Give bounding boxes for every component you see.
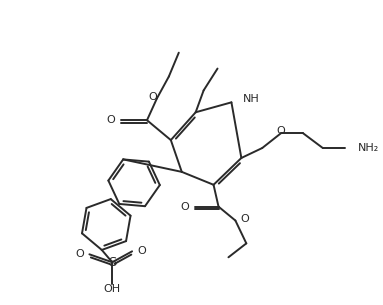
Text: OH: OH [104, 284, 121, 294]
Text: O: O [241, 214, 249, 224]
Text: S: S [108, 256, 116, 269]
Text: NH₂: NH₂ [358, 143, 379, 153]
Text: NH: NH [243, 94, 260, 104]
Text: O: O [137, 246, 146, 256]
Text: O: O [277, 126, 285, 136]
Text: O: O [180, 202, 189, 212]
Text: O: O [106, 115, 115, 125]
Text: O: O [149, 92, 157, 102]
Text: O: O [76, 249, 84, 259]
